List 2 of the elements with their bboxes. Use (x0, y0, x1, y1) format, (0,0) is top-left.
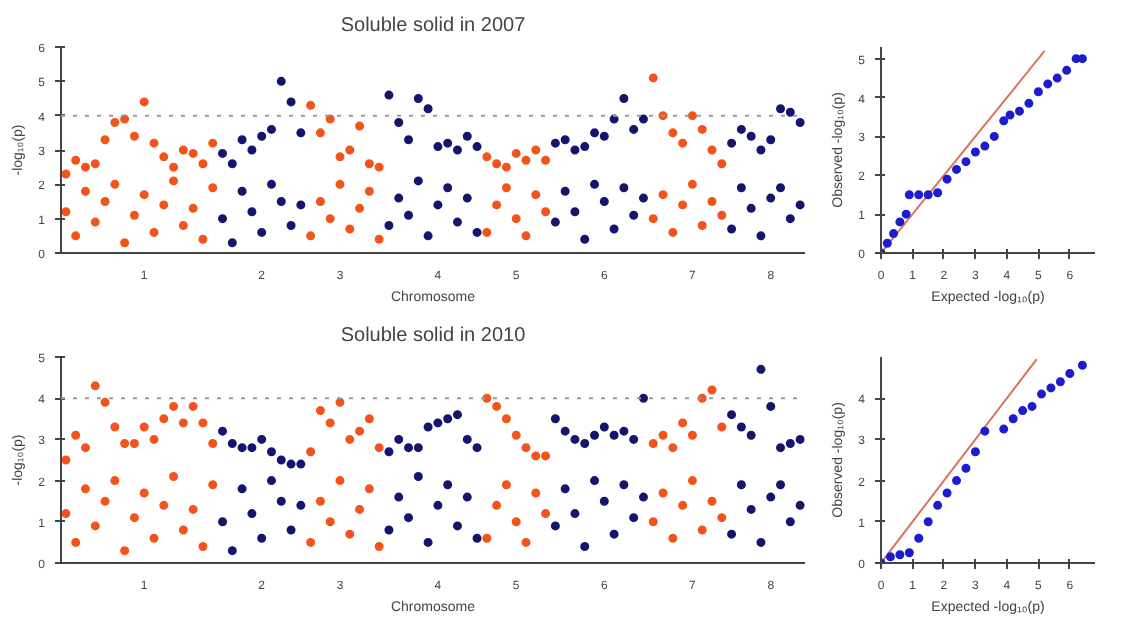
chart-title: Soluble solid in 2010 (340, 325, 527, 347)
chart-title: Soluble solid in 2007 (340, 15, 527, 37)
